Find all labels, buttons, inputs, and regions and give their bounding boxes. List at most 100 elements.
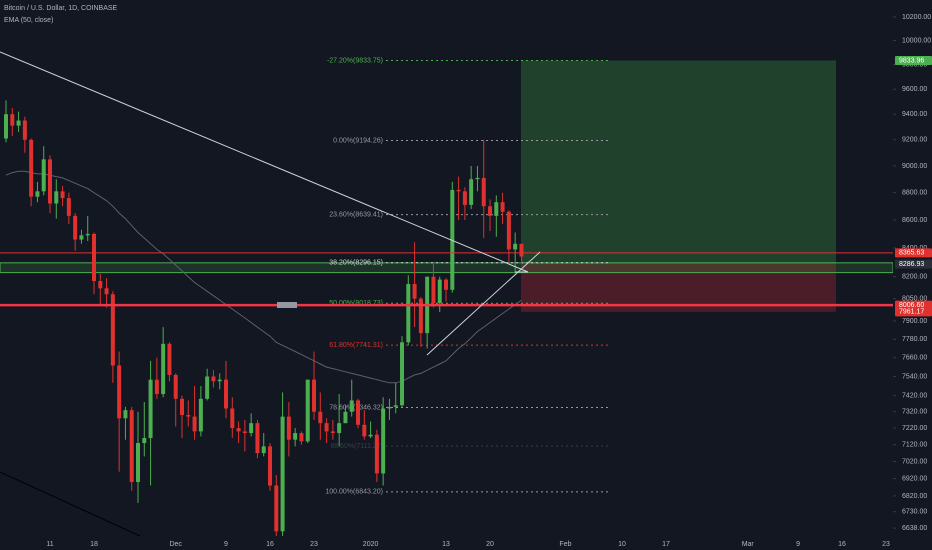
candle-body [299,433,304,442]
x-tick-label: 17 [662,541,670,548]
y-tick-label: 9000.00 [902,163,927,170]
x-tick-label: 10 [618,541,626,548]
overlay-top [0,252,893,307]
y-tick-label: 9200.00 [902,137,927,144]
candle-body [418,298,423,334]
y-tick-label: 7120.00 [902,442,927,449]
candle-body [205,376,210,399]
y-tick-label: 7420.00 [902,392,927,399]
y-tick-label: 7900.00 [902,318,927,325]
candle-body [161,343,166,394]
fib-label: 23.60%(8639.41) [329,211,383,218]
candle-body [167,343,172,375]
x-tick-label: Mar [742,541,755,548]
candle-body [437,279,442,304]
candle-body [500,202,505,212]
candle-body [280,416,285,532]
candle-body [10,114,15,126]
candle-body [217,379,222,382]
trend-line [0,51,529,273]
fib-label: 88.60%(7111.22) [330,443,383,450]
candle-body [79,235,84,240]
candle-body [85,233,90,236]
price-tag [895,307,932,317]
candle-body [129,410,134,483]
candle-body [224,379,229,409]
indicator-label: EMA (50, close) [4,17,53,24]
x-tick-label: 13 [442,541,450,548]
trend-line [0,471,141,537]
candle-body [506,211,511,250]
candle-body [123,410,128,419]
candle-body [356,400,361,425]
candle-body [475,177,480,180]
x-tick-label: 9 [796,541,800,548]
x-tick-label: 23 [882,541,890,548]
y-tick-label: 6920.00 [902,475,927,482]
candle-body [255,423,260,454]
x-tick-label: 23 [310,541,318,548]
candle-body [444,279,449,290]
x-tick-label: Dec [169,541,182,548]
y-tick-label: 8200.00 [902,274,927,281]
fib-label: 61.80%(7741.31) [329,342,383,349]
candle-body [154,379,159,394]
candle-body [368,434,373,437]
candle-body [54,191,59,204]
x-tick-label: 9 [224,541,228,548]
small-box [277,302,297,308]
candle-body [35,191,40,197]
fib-label: -27.20%(9833.75) [327,57,383,64]
candle-body [412,283,417,299]
price-tag [895,259,932,269]
candle-body [4,114,8,139]
price-tag-label: 8365.63 [899,250,924,257]
price-tag [895,248,932,258]
candle-body [73,215,78,240]
candle-body [337,423,342,434]
support-zone [0,262,894,274]
candle-body [330,431,335,434]
profit-zone [521,60,836,265]
y-tick-label: 10000.00 [902,37,931,44]
candle-body [343,411,348,424]
candle-body [211,376,216,382]
price-tag-label: 8006.60 [899,302,924,309]
x-tick-label: 20 [486,541,494,548]
candle-body [242,431,247,434]
candle-body [469,179,474,205]
y-tick-label: 8600.00 [902,217,927,224]
candle-body [142,438,147,444]
candle-body [431,276,436,304]
candle-body [274,485,279,532]
y-tick-label: 7020.00 [902,458,927,465]
candle-body [400,342,405,406]
candle-body [192,416,197,432]
fib-label: 50.00%(8018.73) [329,300,383,307]
candle-body [406,283,411,343]
y-tick-label: 8400.00 [902,245,927,252]
candle-body [16,120,21,126]
y-tick-label: 7540.00 [902,373,927,380]
candle-body [110,294,115,366]
y-tick-label: 7660.00 [902,355,927,362]
price-tag-label: 8286.93 [899,261,924,268]
candle-body [230,408,235,429]
y-tick-label: 7780.00 [902,336,927,343]
candle-body [60,191,65,199]
candle-body [374,434,379,474]
candle-body [393,405,398,407]
y-tick-label: 10200.00 [902,14,931,21]
price-axis [893,0,932,550]
y-tick-label: 9600.00 [902,86,927,93]
candle-body [66,198,71,216]
candle-body [462,191,467,205]
candle-body [494,202,499,216]
candle-body [318,411,323,424]
candle-body [29,139,34,197]
candle-body [481,177,486,207]
y-tick-label: 7320.00 [902,409,927,416]
candle-body [456,189,461,192]
price-tag-label: 7961.17 [899,309,924,316]
